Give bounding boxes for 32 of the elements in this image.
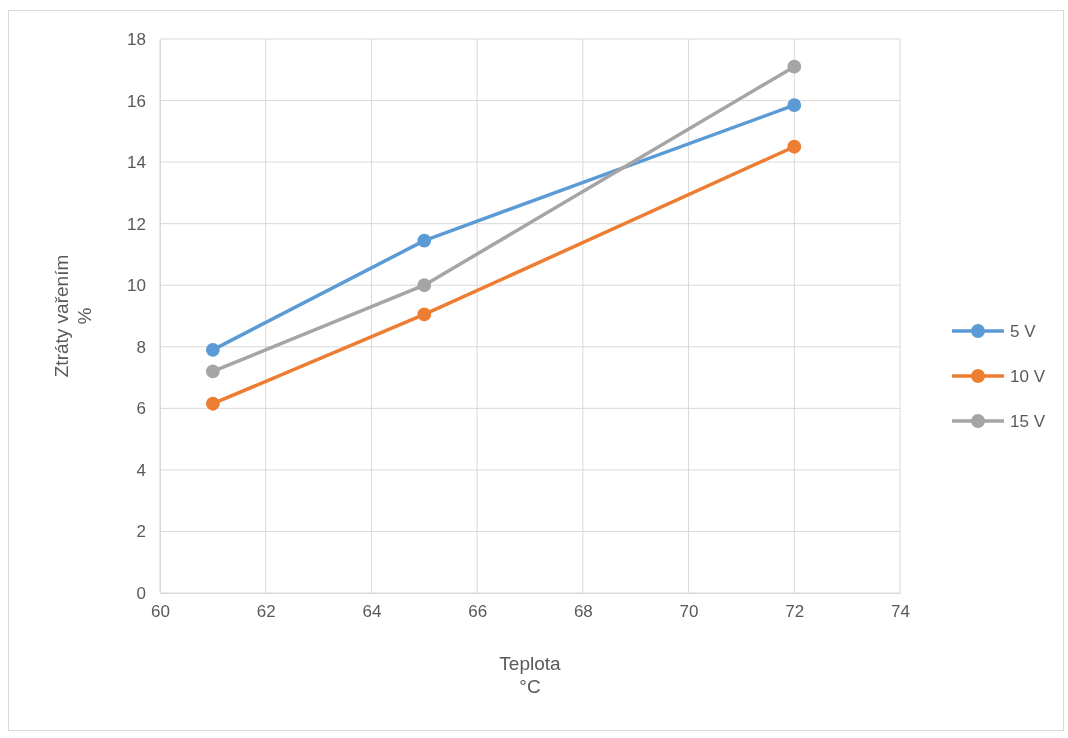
x-tick-label: 62 bbox=[256, 602, 276, 622]
point bbox=[205, 396, 220, 411]
legend-label: 15 V bbox=[1010, 412, 1046, 431]
y-axis-title: Ztráty vařením % bbox=[51, 254, 95, 378]
legend-label: 5 V bbox=[1010, 322, 1037, 341]
point bbox=[417, 233, 432, 248]
point bbox=[787, 59, 802, 74]
x-tick-label: 70 bbox=[679, 602, 699, 622]
point bbox=[205, 342, 220, 357]
x-tick-label: 72 bbox=[785, 602, 805, 622]
legend-label: 10 V bbox=[1010, 367, 1046, 386]
x-tick-label: 68 bbox=[573, 602, 593, 622]
point bbox=[417, 278, 432, 293]
y-tick-label: 10 bbox=[127, 276, 146, 296]
x-tick-label: 60 bbox=[151, 602, 170, 622]
y-tick-label: 14 bbox=[127, 153, 146, 173]
x-axis-title: Teplota °C bbox=[499, 653, 562, 697]
y-tick-label: 16 bbox=[127, 91, 146, 111]
y-tick-label: 6 bbox=[136, 399, 146, 419]
x-tick-label: 74 bbox=[891, 602, 910, 622]
y-tick-label: 8 bbox=[136, 337, 146, 357]
y-tick-label: 2 bbox=[136, 522, 146, 542]
y-tick-label: 4 bbox=[136, 460, 146, 480]
point bbox=[787, 98, 802, 113]
point bbox=[787, 139, 802, 154]
y-tick-label: 18 bbox=[127, 29, 146, 49]
x-tick-label: 64 bbox=[362, 602, 382, 622]
point bbox=[417, 307, 432, 322]
y-tick-label: 0 bbox=[136, 583, 146, 603]
point bbox=[205, 364, 220, 379]
x-tick-label: 66 bbox=[468, 602, 488, 622]
y-tick-label: 12 bbox=[127, 214, 146, 234]
